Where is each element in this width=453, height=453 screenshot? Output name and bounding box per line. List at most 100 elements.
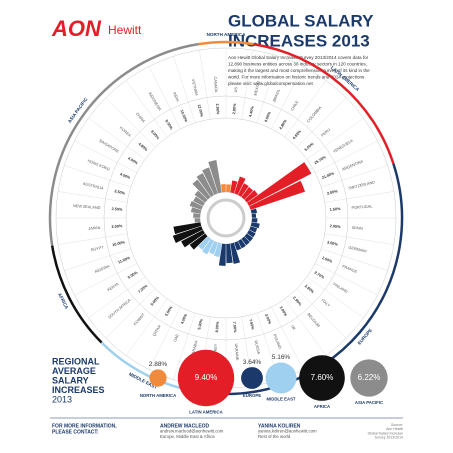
slice-divider xyxy=(256,56,279,123)
slice-divider xyxy=(74,263,137,296)
source-line: Global Salary Increase xyxy=(368,431,403,435)
slice-divider xyxy=(199,50,211,120)
slice-divider xyxy=(271,66,304,129)
country-label: QATAR xyxy=(152,324,162,337)
slice-divider xyxy=(105,288,156,339)
radial-bar xyxy=(196,173,215,197)
bubble xyxy=(350,359,388,397)
intro-line: 12,890 business entities across 30 indus… xyxy=(228,62,367,67)
country-label: NIGERIA xyxy=(94,264,110,274)
country-label: PORTUGAL xyxy=(351,204,372,210)
value-label: 10.00% xyxy=(112,240,126,247)
contact-heading: FOR MORE INFORMATION, xyxy=(52,423,117,429)
radial-bar xyxy=(247,229,256,238)
country-label: FINLAND xyxy=(332,282,348,294)
value-label: 6.50% xyxy=(264,111,272,123)
country-label: UK xyxy=(290,324,296,331)
radial-bar xyxy=(192,179,211,200)
value-label: 3.50% xyxy=(114,189,126,196)
region-label: NORTH AMERICA xyxy=(207,32,247,37)
radial-bar xyxy=(237,183,249,197)
country-label: INDIA xyxy=(172,91,180,102)
intro-line: making it the largest and most comprehen… xyxy=(228,68,370,73)
slice-divider xyxy=(58,191,128,203)
country-label: RUSSIA xyxy=(253,340,260,355)
contact-name: ANDREW MACLEOD xyxy=(160,423,210,429)
ring xyxy=(125,117,327,319)
value-label: 3.00% xyxy=(327,240,339,247)
slice-divider xyxy=(64,248,131,271)
country-label: EGYPT xyxy=(90,245,104,252)
slice-divider xyxy=(173,313,196,380)
bubble xyxy=(241,367,263,389)
country-label: BRAZIL xyxy=(272,89,281,103)
value-label: 4.60% xyxy=(292,129,302,140)
contact-heading: PLEASE CONTACT: xyxy=(52,429,99,435)
radial-bar xyxy=(244,233,254,242)
bubble-title-line: INCREASES xyxy=(52,385,105,395)
value-label: 4.80% xyxy=(137,142,148,152)
radial-bar xyxy=(208,160,222,194)
radial-bar xyxy=(249,226,258,233)
value-label: 2.00% xyxy=(327,189,339,196)
value-label: 2.80% xyxy=(304,284,315,294)
radial-bar xyxy=(190,207,202,214)
value-label: 4.40% xyxy=(248,105,255,117)
slice-divider xyxy=(315,140,378,173)
slice-divider xyxy=(148,307,181,370)
country-label: CHINA xyxy=(135,112,146,124)
slice-divider xyxy=(88,276,146,319)
bubble-title-line: 2013 xyxy=(52,394,72,404)
country-label: TURKEY xyxy=(213,343,218,359)
country-label: PERU xyxy=(321,128,332,138)
region-arc xyxy=(253,42,395,164)
value-label: 9.00% xyxy=(164,119,173,131)
slice-divider xyxy=(125,298,168,356)
logo: AON xyxy=(51,16,102,41)
slice-divider xyxy=(321,248,388,271)
bubble-category: EUROPE xyxy=(243,393,261,398)
slice-divider xyxy=(321,165,388,188)
slice-divider xyxy=(241,50,253,120)
country-label: FRANCE xyxy=(342,264,358,274)
region-arc xyxy=(198,163,404,396)
logo-sub: Hewitt xyxy=(108,23,142,37)
value-label: 4.00% xyxy=(127,156,139,165)
country-label: VIETNAM xyxy=(191,79,199,96)
radial-bar xyxy=(202,239,215,255)
country-label: UKRAINE xyxy=(234,343,239,361)
slice-divider xyxy=(284,298,327,356)
radial-bar xyxy=(237,239,246,249)
country-label: KUWAIT xyxy=(133,312,146,326)
country-label: NEW ZEALAND xyxy=(73,204,101,210)
bubble-title-line: AVERAGE xyxy=(52,366,96,376)
radial-bar xyxy=(230,242,241,264)
radial-bar xyxy=(220,184,226,193)
bubble-value-label: 9.40% xyxy=(195,373,218,382)
value-label: 25.70% xyxy=(314,155,328,165)
center-ring xyxy=(206,198,246,238)
radial-bar xyxy=(218,243,226,266)
contact-area: Europe, Middle East & Africa xyxy=(160,434,215,439)
country-label: US xyxy=(234,87,238,93)
value-label: 4.50% xyxy=(119,172,131,180)
country-label: KOREA xyxy=(119,126,132,138)
bubble-value-label: 7.60% xyxy=(311,373,334,382)
value-label: 4.80% xyxy=(279,119,288,131)
value-label: 7.00% xyxy=(232,322,237,334)
contact-name: YANINA KOLIREN xyxy=(258,423,301,429)
value-label: 4.50% xyxy=(180,313,188,325)
bubble xyxy=(265,362,297,394)
radial-bar xyxy=(172,226,203,244)
bubble xyxy=(299,355,345,401)
slice-divider xyxy=(74,140,137,173)
slice-divider xyxy=(324,233,394,245)
intro-line: world. For more information on historic … xyxy=(228,74,365,79)
value-label: 2.00% xyxy=(330,224,342,229)
bubble xyxy=(177,349,235,407)
contact-email: andrew.macleod@aonhewitt.com xyxy=(160,429,224,434)
radial-bar xyxy=(193,196,205,207)
value-label: 5.00% xyxy=(304,142,315,152)
